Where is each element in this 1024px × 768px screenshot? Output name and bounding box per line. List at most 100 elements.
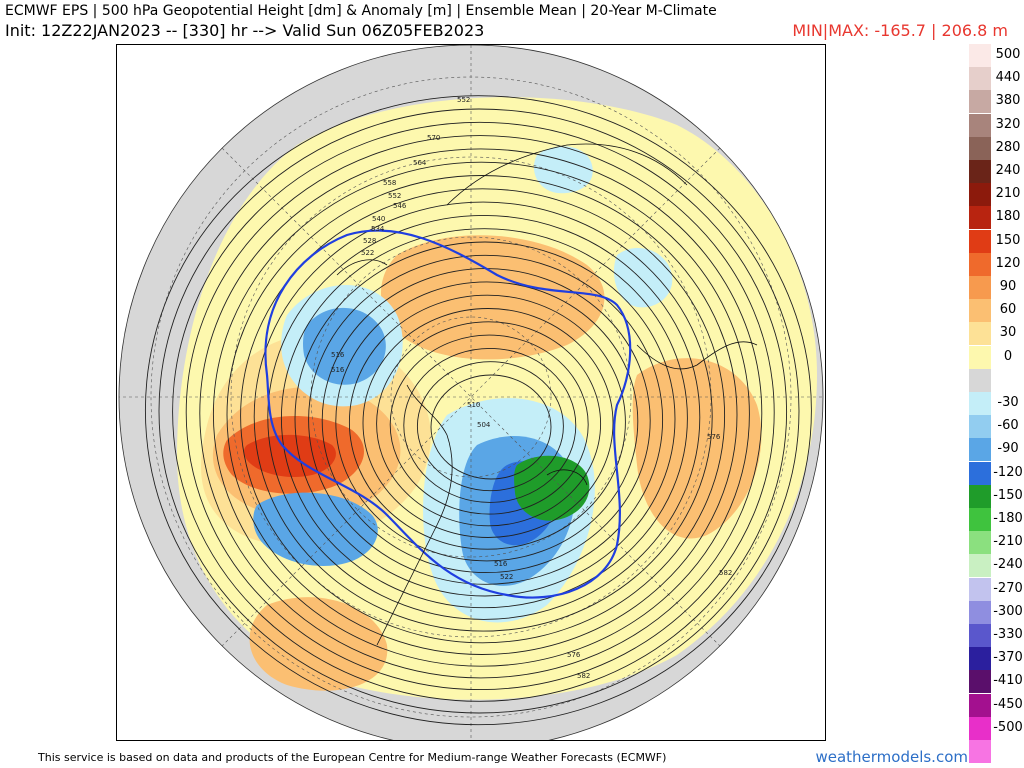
colorbar-entry: -270: [969, 577, 1024, 601]
colorbar-entry: 440: [969, 67, 1024, 91]
colorbar-label: 240: [995, 163, 1021, 178]
contour-label: 582: [719, 569, 732, 577]
colorbar-swatch: [969, 461, 991, 485]
contour-labels: 552 570 564 558 552 546 540 534 528 522 516 516 510 5…: [331, 96, 732, 680]
contour-label: 552: [388, 192, 401, 200]
ecmwf-attribution: This service is based on data and produc…: [38, 751, 667, 764]
colorbar-entry: -180: [969, 508, 1024, 531]
colorbar-entry: 210: [969, 183, 1024, 207]
colorbar-swatch: [969, 716, 991, 740]
colorbar-swatch: [969, 600, 991, 624]
colorbar-entry: 180: [969, 206, 1024, 230]
colorbar-swatch: [969, 136, 991, 160]
anomaly-region-minus60-alaska: [303, 307, 386, 385]
site-credit-link[interactable]: weathermodels.com: [815, 748, 968, 766]
colorbar-entry: 320: [969, 113, 1024, 137]
polar-stereographic-map: 552 570 564 558 552 546 540 534 528 522 516 516 510 5…: [118, 45, 824, 740]
height-contour: [280, 228, 688, 609]
colorbar-label: -270: [993, 580, 1023, 596]
colorbar-label: -30: [997, 395, 1019, 410]
colorbar-label: -120: [993, 464, 1023, 480]
colorbar-swatch: [969, 368, 991, 392]
colorbar-swatch: [969, 252, 991, 276]
height-contour: [294, 241, 676, 597]
height-contour: [389, 334, 589, 515]
colorbar-entry: 0: [969, 345, 1024, 369]
contour-label: 528: [363, 237, 376, 245]
colorbar-entry: [969, 740, 1024, 763]
colorbar-swatch: [969, 647, 991, 671]
height-contour: [226, 175, 738, 655]
height-contour: [335, 281, 639, 562]
colorbar-entry: -330: [969, 624, 1024, 647]
chart-title: ECMWF EPS | 500 hPa Geopotential Height …: [5, 3, 717, 19]
colorbar-label: -210: [993, 534, 1023, 550]
colorbar-label: 280: [995, 139, 1021, 155]
colorbar-swatch: [969, 415, 991, 439]
contour-540dm-highlight: [264, 229, 632, 599]
colorbar-swatch: [969, 693, 991, 717]
anomaly-region-plus150: [244, 434, 336, 478]
contour-label: 516: [331, 366, 345, 374]
init-valid-time: Init: 12Z22JAN2023 -- [330] hr --> Valid…: [5, 21, 485, 40]
colorbar-label: 440: [995, 70, 1021, 86]
height-contour: [416, 361, 564, 492]
contour-label: 546: [393, 202, 407, 210]
map-panel: 552 570 564 558 552 546 540 534 528 522 516 516 510 5…: [116, 44, 826, 741]
colorbar-entry: 280: [969, 136, 1024, 160]
height-contour: [403, 347, 577, 503]
colorbar-label: -370: [993, 650, 1023, 666]
colorbar-swatch: [969, 670, 991, 694]
colorbar-label: -150: [993, 487, 1023, 503]
colorbar-swatch: [969, 624, 991, 647]
contour-label: 540: [372, 215, 385, 223]
contour-label: 558: [383, 179, 396, 187]
contour-label: 534: [371, 225, 385, 233]
colorbar-entry: -410: [969, 670, 1024, 694]
height-contour: [144, 95, 812, 726]
contour-label: 504: [477, 421, 491, 429]
colorbar-swatch: [969, 740, 991, 763]
contour-label: 522: [361, 249, 374, 257]
colorbar-label: 60: [999, 302, 1017, 318]
colorbar-label: -240: [993, 557, 1023, 573]
colorbar-entry: 120: [969, 252, 1024, 276]
colorbar-label: 120: [995, 255, 1021, 271]
colorbar-entry: 500: [969, 44, 1024, 67]
colorbar-entry: 150: [969, 229, 1024, 253]
colorbar-label: 180: [995, 209, 1021, 225]
colorbar-label: 30: [999, 325, 1017, 341]
anomaly-region-minus30-asia: [613, 247, 673, 308]
colorbar-swatch: [969, 531, 991, 555]
height-contour: [185, 135, 775, 691]
colorbar-swatch: [969, 577, 991, 601]
colorbar-swatch: [969, 160, 991, 183]
colorbar-entry: 30: [969, 322, 1024, 346]
contour-label: 552: [457, 96, 470, 104]
colorbar-label: 380: [995, 93, 1021, 109]
height-contour: [362, 308, 614, 538]
height-contour: [172, 121, 788, 702]
colorbar-entry: -30: [969, 392, 1024, 415]
colorbar-label: -60: [997, 418, 1019, 434]
colorbar-entry: -150: [969, 484, 1024, 508]
colorbar-label: -450: [993, 696, 1023, 712]
colorbar-swatch: [969, 438, 991, 462]
colorbar-entry: -300: [969, 600, 1024, 624]
colorbar-entry: 90: [969, 276, 1024, 299]
colorbar-entry: -120: [969, 461, 1024, 485]
coastlines: [336, 143, 758, 646]
colorbar-label: 150: [995, 232, 1021, 248]
colorbar-entry: -450: [969, 693, 1024, 717]
height-contour: [308, 254, 664, 585]
contour-label: 576: [567, 651, 581, 659]
colorbar-swatch: [969, 183, 991, 207]
height-contour: [348, 294, 626, 550]
colorbar-label: -300: [993, 603, 1023, 619]
contour-label: 582: [577, 672, 590, 680]
colorbar-entry: 240: [969, 160, 1024, 183]
colorbar-swatch: [969, 554, 991, 578]
colorbar-entry: 60: [969, 299, 1024, 323]
colorbar-swatch: [969, 276, 991, 299]
colorbar-label: -410: [993, 673, 1023, 689]
